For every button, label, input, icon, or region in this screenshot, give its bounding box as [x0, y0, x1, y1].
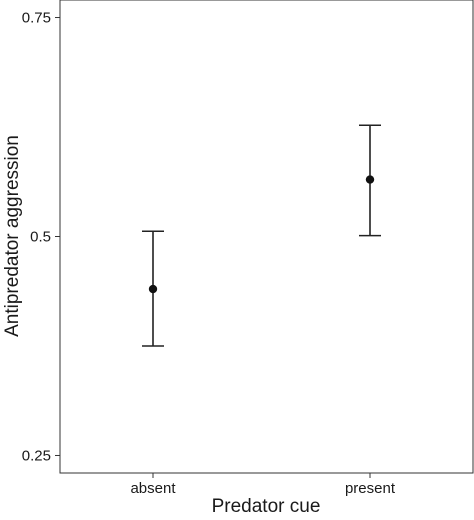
y-axis-ticks: 0.25 0.5 0.75: [22, 10, 60, 464]
data-marks: [142, 124, 381, 347]
x-tick-label: absent: [130, 480, 176, 497]
y-tick-label: 0.25: [22, 447, 51, 464]
x-axis-ticks: absent present: [130, 473, 396, 497]
y-axis-title: Antipredator aggression: [2, 135, 23, 337]
plot-frame: [59, 0, 474, 474]
data-point-present: [365, 175, 375, 184]
errorbar-present: [359, 124, 381, 237]
x-tick-label: present: [345, 480, 396, 497]
x-axis-title: Predator cue: [212, 496, 321, 517]
y-tick-label: 0.75: [22, 10, 51, 27]
y-tick-label: 0.5: [30, 229, 51, 246]
data-point-absent: [148, 284, 158, 294]
errorbar-absent: [142, 230, 164, 347]
